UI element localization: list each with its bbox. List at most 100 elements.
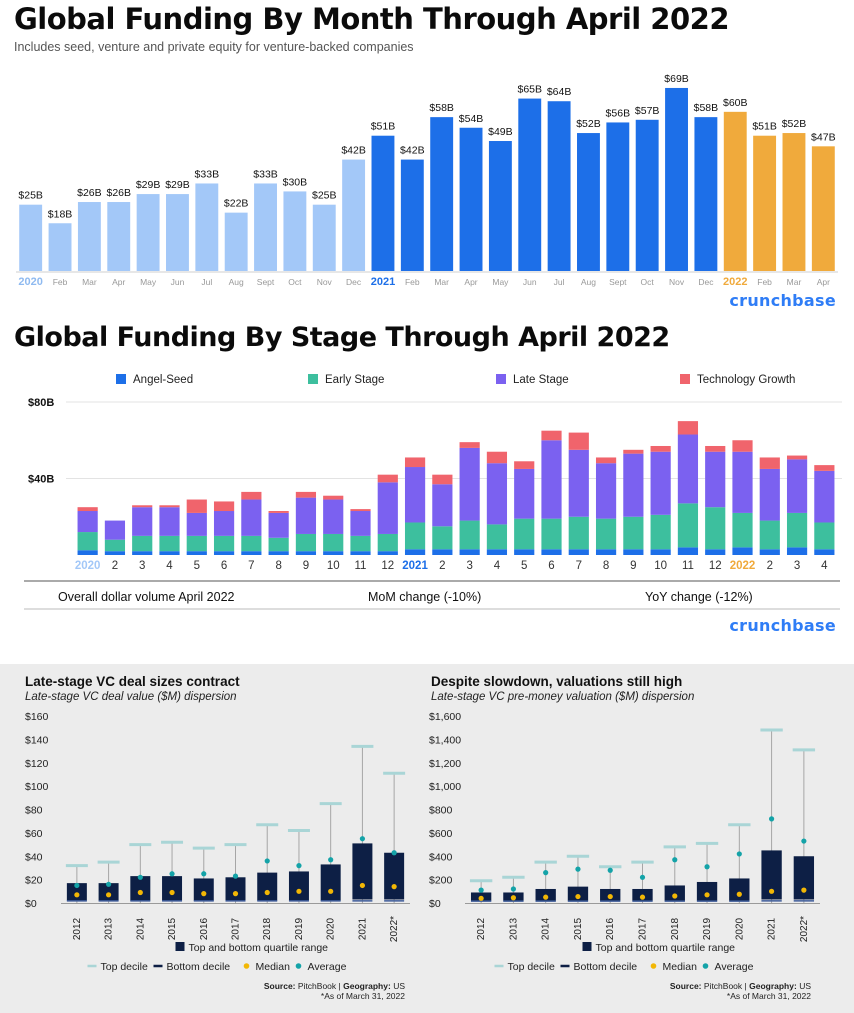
chart1-bar <box>283 191 307 271</box>
chart2-segment <box>705 549 726 555</box>
chart3-median <box>137 889 143 896</box>
chart2-x-tick: 4 <box>821 560 828 572</box>
asof-note: *As of March 31, 2022 <box>320 991 405 1001</box>
chart3-legend-swatch <box>243 963 250 969</box>
chart1-value-label: $29B <box>165 179 190 191</box>
chart4-legend-label: Average <box>715 961 754 973</box>
chart4-legend-quartile-swatch <box>582 942 592 951</box>
chart2-x-tick: 6 <box>548 560 554 572</box>
chart4-quartile-box <box>761 850 782 900</box>
chart3-y-tick: $140 <box>25 734 49 746</box>
chart2-segment <box>432 549 453 555</box>
crunchbase-logo-1: crunchbase <box>729 291 836 310</box>
chart2-segment <box>541 440 562 519</box>
chart4-y-tick: $600 <box>429 828 453 840</box>
chart3-x-tick: 2017 <box>231 917 242 940</box>
chart2-x-tick: 2 <box>439 560 445 572</box>
chart2-segment <box>486 451 508 464</box>
chart1-x-tick: Feb <box>757 277 772 287</box>
chart3-boxplot: $0 $20 $40 $60 $80 $100 $120 $140 $160 2012 2013 20… <box>25 711 820 973</box>
chart1-value-label: $47B <box>811 131 836 143</box>
chart1-x-tick: Aug <box>581 277 596 287</box>
chart4-subtitle: Late-stage VC pre-money valuation ($M) d… <box>431 691 695 703</box>
chart1-x-tick: Jul <box>554 277 565 287</box>
chart3-title: Late-stage VC deal sizes contract <box>25 674 240 689</box>
chart2-segment <box>104 551 126 555</box>
chart3-average <box>201 871 207 877</box>
chart4-quartile-box <box>696 881 718 901</box>
chart2-segment <box>459 442 480 448</box>
chart2-segment <box>759 520 780 550</box>
chart2-segment <box>77 532 98 551</box>
chart1-bar <box>371 135 395 271</box>
chart2-legend-swatch <box>116 374 126 384</box>
chart2-x-tick: 7 <box>576 560 582 572</box>
chart4-x-tick: 2019 <box>702 917 713 940</box>
chart2-segment <box>459 520 480 550</box>
geo-value-2: US <box>799 981 811 991</box>
chart2-segment <box>432 484 453 527</box>
chart2-segment <box>786 455 808 460</box>
chart2-x-tick: 11 <box>355 560 367 572</box>
chart2-segment <box>814 522 835 550</box>
chart4-median <box>543 894 549 900</box>
chart4-legend-swatch <box>702 963 709 969</box>
chart4-legend-label: Top decile <box>508 961 555 973</box>
chart1-value-label: $57B <box>635 105 660 117</box>
chart4-median <box>575 893 581 900</box>
chart1-bar <box>48 223 72 271</box>
chart3-average <box>391 850 397 856</box>
chart2-x-tick: 4 <box>166 560 173 572</box>
chart3-median <box>391 884 397 890</box>
chart2-segment <box>705 451 726 508</box>
chart2-segment <box>732 512 753 548</box>
chart4-x-tick: 2014 <box>541 917 552 940</box>
chart2-segment <box>104 539 126 552</box>
chart2-segment <box>132 551 153 555</box>
chart4-median <box>478 895 484 901</box>
chart2-segment <box>350 535 371 552</box>
chart1-value-label: $65B <box>517 84 542 96</box>
chart3-quartile-box <box>384 852 405 900</box>
chart2-segment <box>404 457 426 468</box>
chart3-median <box>105 892 112 898</box>
chart3-average <box>232 873 239 879</box>
chart1-bar <box>753 135 777 271</box>
chart1-x-tick: Dec <box>698 277 714 287</box>
chart2-legend-swatch <box>308 374 318 384</box>
chart2-x-tick: 2 <box>112 560 118 572</box>
chart2-segment <box>814 470 835 523</box>
chart2-x-tick: 7 <box>248 560 254 572</box>
chart2-segment <box>786 459 808 513</box>
chart2-segment <box>786 512 808 548</box>
chart2-x-tick: 2021 <box>402 560 428 572</box>
chart2-legend-swatch <box>680 374 690 384</box>
chart3-quartile-box <box>130 876 151 901</box>
chart2-segment <box>377 551 398 555</box>
chart1-value-label: $18B <box>48 208 73 220</box>
chart1-value-label: $69B <box>664 73 689 85</box>
chart2-segment <box>350 509 371 512</box>
chart2-legend-swatch <box>496 374 506 384</box>
chart2-segment <box>677 547 699 555</box>
chart4-x-tick: 2015 <box>573 917 584 940</box>
chart2-segment <box>241 535 262 552</box>
chart2-segment <box>814 549 835 555</box>
chart1-x-tick: Apr <box>817 277 830 287</box>
chart3-subtitle: Late-stage VC deal value ($M) dispersion <box>25 691 237 703</box>
chart2-segment <box>432 526 453 550</box>
chart2-segment <box>323 495 344 500</box>
chart1-value-label: $42B <box>400 145 425 157</box>
chart1-value-label: $58B <box>694 102 719 114</box>
chart2-legend-label: Late Stage <box>513 374 569 386</box>
chart2-segment <box>514 461 535 469</box>
chart2-x-tick: 2 <box>767 560 773 572</box>
chart2-x-tick: 2020 <box>75 560 101 572</box>
chart2-segment <box>323 499 344 534</box>
chart2-segment <box>705 507 726 550</box>
chart1-bar <box>254 183 277 271</box>
chart2-segment <box>268 511 289 513</box>
chart2-segment <box>541 518 562 550</box>
chart2-segment <box>295 497 317 534</box>
summary-mom: MoM change (-10%) <box>368 590 482 604</box>
